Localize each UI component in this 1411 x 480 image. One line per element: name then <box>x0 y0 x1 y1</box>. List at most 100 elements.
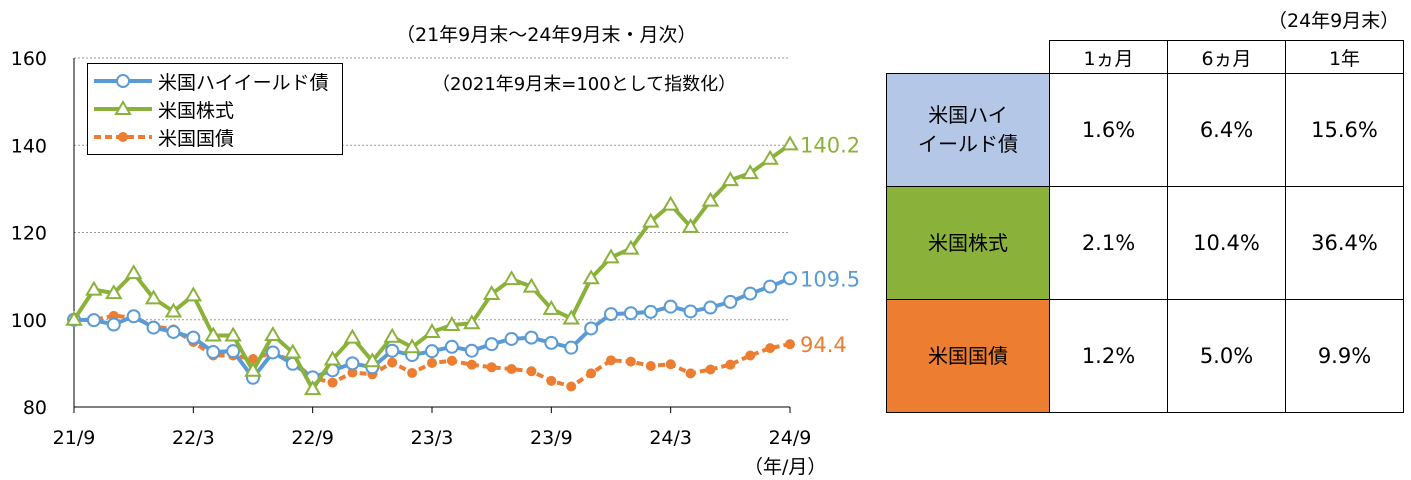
legend-item-treasury: 米国国債 <box>88 124 342 150</box>
x-tick-label: 21/9 <box>53 427 96 449</box>
data-point <box>265 345 280 360</box>
row-label-line: イールド債 <box>918 132 1018 156</box>
row-label-line: 米国ハイ <box>928 103 1008 127</box>
data-point <box>604 307 618 322</box>
x-tick-label: 24/3 <box>649 427 692 449</box>
legend-swatch-high-yield <box>94 74 152 88</box>
data-point <box>65 310 83 326</box>
data-point <box>106 317 121 332</box>
data-point <box>765 343 776 354</box>
data-point <box>703 300 718 315</box>
data-point <box>562 309 580 325</box>
data-point <box>642 212 660 228</box>
data-point <box>522 277 541 293</box>
row-label-treasury: 米国国債 <box>886 299 1050 413</box>
data-point <box>446 355 457 366</box>
data-point <box>105 284 123 300</box>
data-point <box>701 191 720 207</box>
data-point <box>725 359 736 370</box>
chart-title: （21年9月末～24年9月末・月次） <box>396 24 697 46</box>
data-point <box>443 316 461 331</box>
data-point <box>781 135 799 151</box>
table-cell: 1.2% <box>1049 299 1168 413</box>
data-point <box>444 339 459 354</box>
data-point <box>586 368 597 379</box>
data-point <box>403 338 421 354</box>
data-point <box>486 362 497 373</box>
table-corner <box>886 40 1050 74</box>
data-point <box>343 328 362 344</box>
y-tick-label: 80 <box>23 397 47 419</box>
data-point <box>126 309 141 324</box>
data-point <box>665 359 676 370</box>
data-point <box>743 286 758 301</box>
data-point <box>387 357 398 368</box>
returns-table: 1ヵ月 6ヵ月 1年 米国ハイ イールド債 1.6% 6.4% 15.6% 米国… <box>886 40 1404 413</box>
y-tick-label: 160 <box>11 48 47 70</box>
x-tick-label: 22/3 <box>172 427 215 449</box>
data-point <box>226 344 241 359</box>
data-point <box>347 367 358 378</box>
data-point <box>86 313 101 328</box>
data-point <box>385 343 400 358</box>
table-cell: 6.4% <box>1167 73 1286 187</box>
table-row: 米国ハイ イールド債 1.6% 6.4% 15.6% <box>886 73 1404 187</box>
table-cell: 2.1% <box>1049 186 1168 300</box>
data-point <box>663 299 678 314</box>
data-point <box>721 171 740 187</box>
data-point <box>681 217 700 233</box>
table-row: 米国国債 1.2% 5.0% 9.9% <box>886 299 1404 413</box>
end-value-label: 140.2 <box>800 133 860 157</box>
header-1y: 1年 <box>1285 40 1404 74</box>
data-point <box>427 357 437 368</box>
data-point <box>186 330 201 345</box>
chart-legend: 米国ハイイールド債 米国株式 米国国債 <box>87 63 343 155</box>
y-tick-label: 100 <box>11 310 47 332</box>
data-point <box>463 314 481 330</box>
y-tick-label: 120 <box>11 223 47 245</box>
data-point <box>542 299 561 315</box>
row-label-high-yield: 米国ハイ イールド債 <box>886 73 1050 187</box>
data-point <box>504 331 519 346</box>
x-tick-label: 24/9 <box>769 427 812 449</box>
table-cell: 36.4% <box>1285 186 1404 300</box>
data-point <box>164 302 183 318</box>
data-point <box>763 279 778 294</box>
data-point <box>423 322 441 338</box>
data-point <box>723 294 738 309</box>
data-point <box>524 330 539 345</box>
data-point <box>482 285 501 301</box>
chart-subtitle: （2021年9月末=100として指数化） <box>432 74 737 95</box>
legend-item-high-yield: 米国ハイイールド債 <box>88 68 342 94</box>
data-point <box>407 367 418 378</box>
data-point <box>464 343 479 358</box>
data-point <box>244 361 262 377</box>
data-point <box>323 350 342 366</box>
data-point <box>146 320 161 335</box>
data-point <box>363 352 382 368</box>
data-point <box>85 280 103 296</box>
data-point <box>785 339 795 350</box>
data-point <box>643 304 658 319</box>
data-point <box>645 360 656 371</box>
data-point <box>625 356 636 367</box>
line-chart: 80 100 120 140 160 21/9 22/3 22/9 23/3 23/9 24/3 24… <box>11 24 860 478</box>
data-point <box>705 364 716 375</box>
legend-label-equity: 米国株式 <box>158 100 235 122</box>
legend-swatch-equity <box>94 100 152 115</box>
data-point <box>783 271 797 286</box>
data-point <box>303 380 322 396</box>
table-header-row: 1ヵ月 6ヵ月 1年 <box>886 40 1404 74</box>
end-value-label: 109.5 <box>800 267 860 291</box>
data-point <box>602 248 620 264</box>
data-point <box>204 326 222 342</box>
data-point <box>124 264 143 280</box>
data-point <box>745 350 756 361</box>
data-point <box>506 364 517 375</box>
data-point <box>144 289 163 305</box>
data-point <box>566 381 577 392</box>
data-point <box>184 286 203 302</box>
legend-label-high-yield: 米国ハイイールド債 <box>158 72 329 94</box>
header-6m: 6ヵ月 <box>1167 40 1286 74</box>
table-cell: 5.0% <box>1167 299 1286 413</box>
